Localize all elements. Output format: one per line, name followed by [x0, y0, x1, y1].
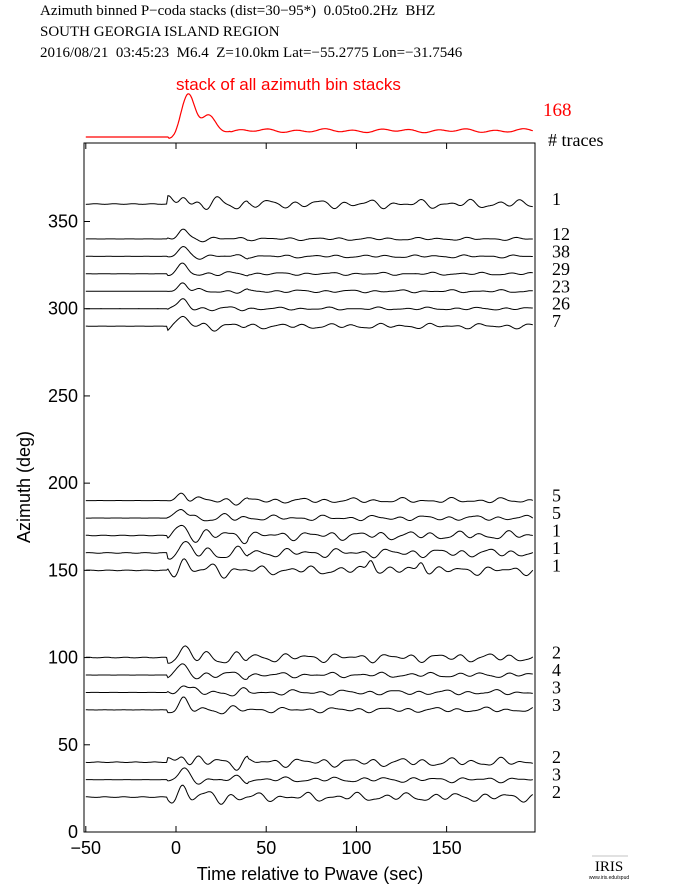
y-tick-label: 0 — [68, 822, 78, 842]
iris-logo: IRIS www.iris.edu/spud — [589, 855, 630, 881]
trace-360 — [85, 195, 533, 210]
trace-count-label: 12 — [552, 224, 570, 244]
trace-320 — [85, 262, 533, 277]
trace-330 — [85, 245, 533, 260]
trace-290 — [85, 315, 533, 332]
x-tick-label: 50 — [256, 838, 276, 858]
trace-count-label: 23 — [552, 276, 570, 296]
trace-count-label: 3 — [552, 677, 561, 697]
trace-70 — [85, 696, 534, 715]
trace-count-label: 2 — [552, 643, 561, 663]
trace-170 — [85, 524, 533, 545]
title-line-2: SOUTH GEORGIA ISLAND REGION — [40, 24, 280, 40]
trace-150 — [85, 558, 534, 579]
trace-90 — [85, 663, 533, 680]
trace-count-label: 29 — [552, 259, 570, 279]
trace-count-label: 1 — [552, 555, 561, 575]
title-line-1: Azimuth binned P−coda stacks (dist=30−95… — [40, 3, 436, 19]
trace-count-label: 26 — [552, 294, 570, 314]
y-tick-label: 100 — [48, 648, 78, 668]
trace-count-label: 2 — [552, 747, 561, 767]
x-tick-label: 0 — [171, 838, 181, 858]
trace-count-label: 38 — [552, 241, 570, 261]
x-axis-label: Time relative to Pwave (sec) — [197, 864, 423, 884]
y-axis-label: Azimuth (deg) — [14, 431, 34, 543]
trace-count-label: 7 — [552, 311, 561, 331]
trace-340 — [85, 228, 533, 243]
trace-count-label: 3 — [552, 765, 561, 785]
plot-frame — [83, 142, 536, 833]
trace-180 — [85, 508, 534, 522]
trace-310 — [85, 282, 533, 294]
x-tick-label: 150 — [432, 838, 462, 858]
trace-190 — [85, 492, 533, 506]
stack-trace-count: 168 — [543, 100, 572, 121]
x-tick-label: 100 — [341, 838, 371, 858]
trace-count-label: 1 — [552, 520, 561, 540]
trace-count-label: 5 — [552, 486, 561, 506]
trace-80 — [85, 685, 533, 697]
y-tick-label: 50 — [58, 735, 78, 755]
trace-count-label: 4 — [552, 660, 561, 680]
title-line-3: 2016/08/21 03:45:23 M6.4 Z=10.0km Lat=−5… — [40, 45, 463, 61]
iris-logo-text: IRIS — [595, 859, 623, 875]
trace-count-label: 2 — [552, 782, 561, 802]
y-tick-label: 300 — [48, 299, 78, 319]
stack-label: stack of all azimuth bin stacks — [176, 75, 401, 94]
iris-url: www.iris.edu/spud — [589, 875, 630, 881]
trace-300 — [85, 298, 533, 312]
trace-20 — [85, 784, 534, 805]
y-tick-label: 150 — [48, 560, 78, 580]
traces-header: # traces — [548, 130, 603, 150]
stack-line — [85, 93, 533, 140]
trace-count-label: 1 — [552, 189, 561, 209]
trace-count-label: 1 — [552, 538, 561, 558]
y-tick-label: 200 — [48, 473, 78, 493]
trace-30 — [85, 767, 533, 785]
trace-count-label: 5 — [552, 503, 561, 523]
trace-160 — [85, 540, 534, 560]
y-tick-label: 350 — [48, 211, 78, 231]
trace-40 — [85, 755, 533, 771]
trace-100 — [85, 645, 534, 664]
trace-count-label: 3 — [552, 695, 561, 715]
y-tick-label: 250 — [48, 386, 78, 406]
x-tick-label: −50 — [71, 838, 102, 858]
